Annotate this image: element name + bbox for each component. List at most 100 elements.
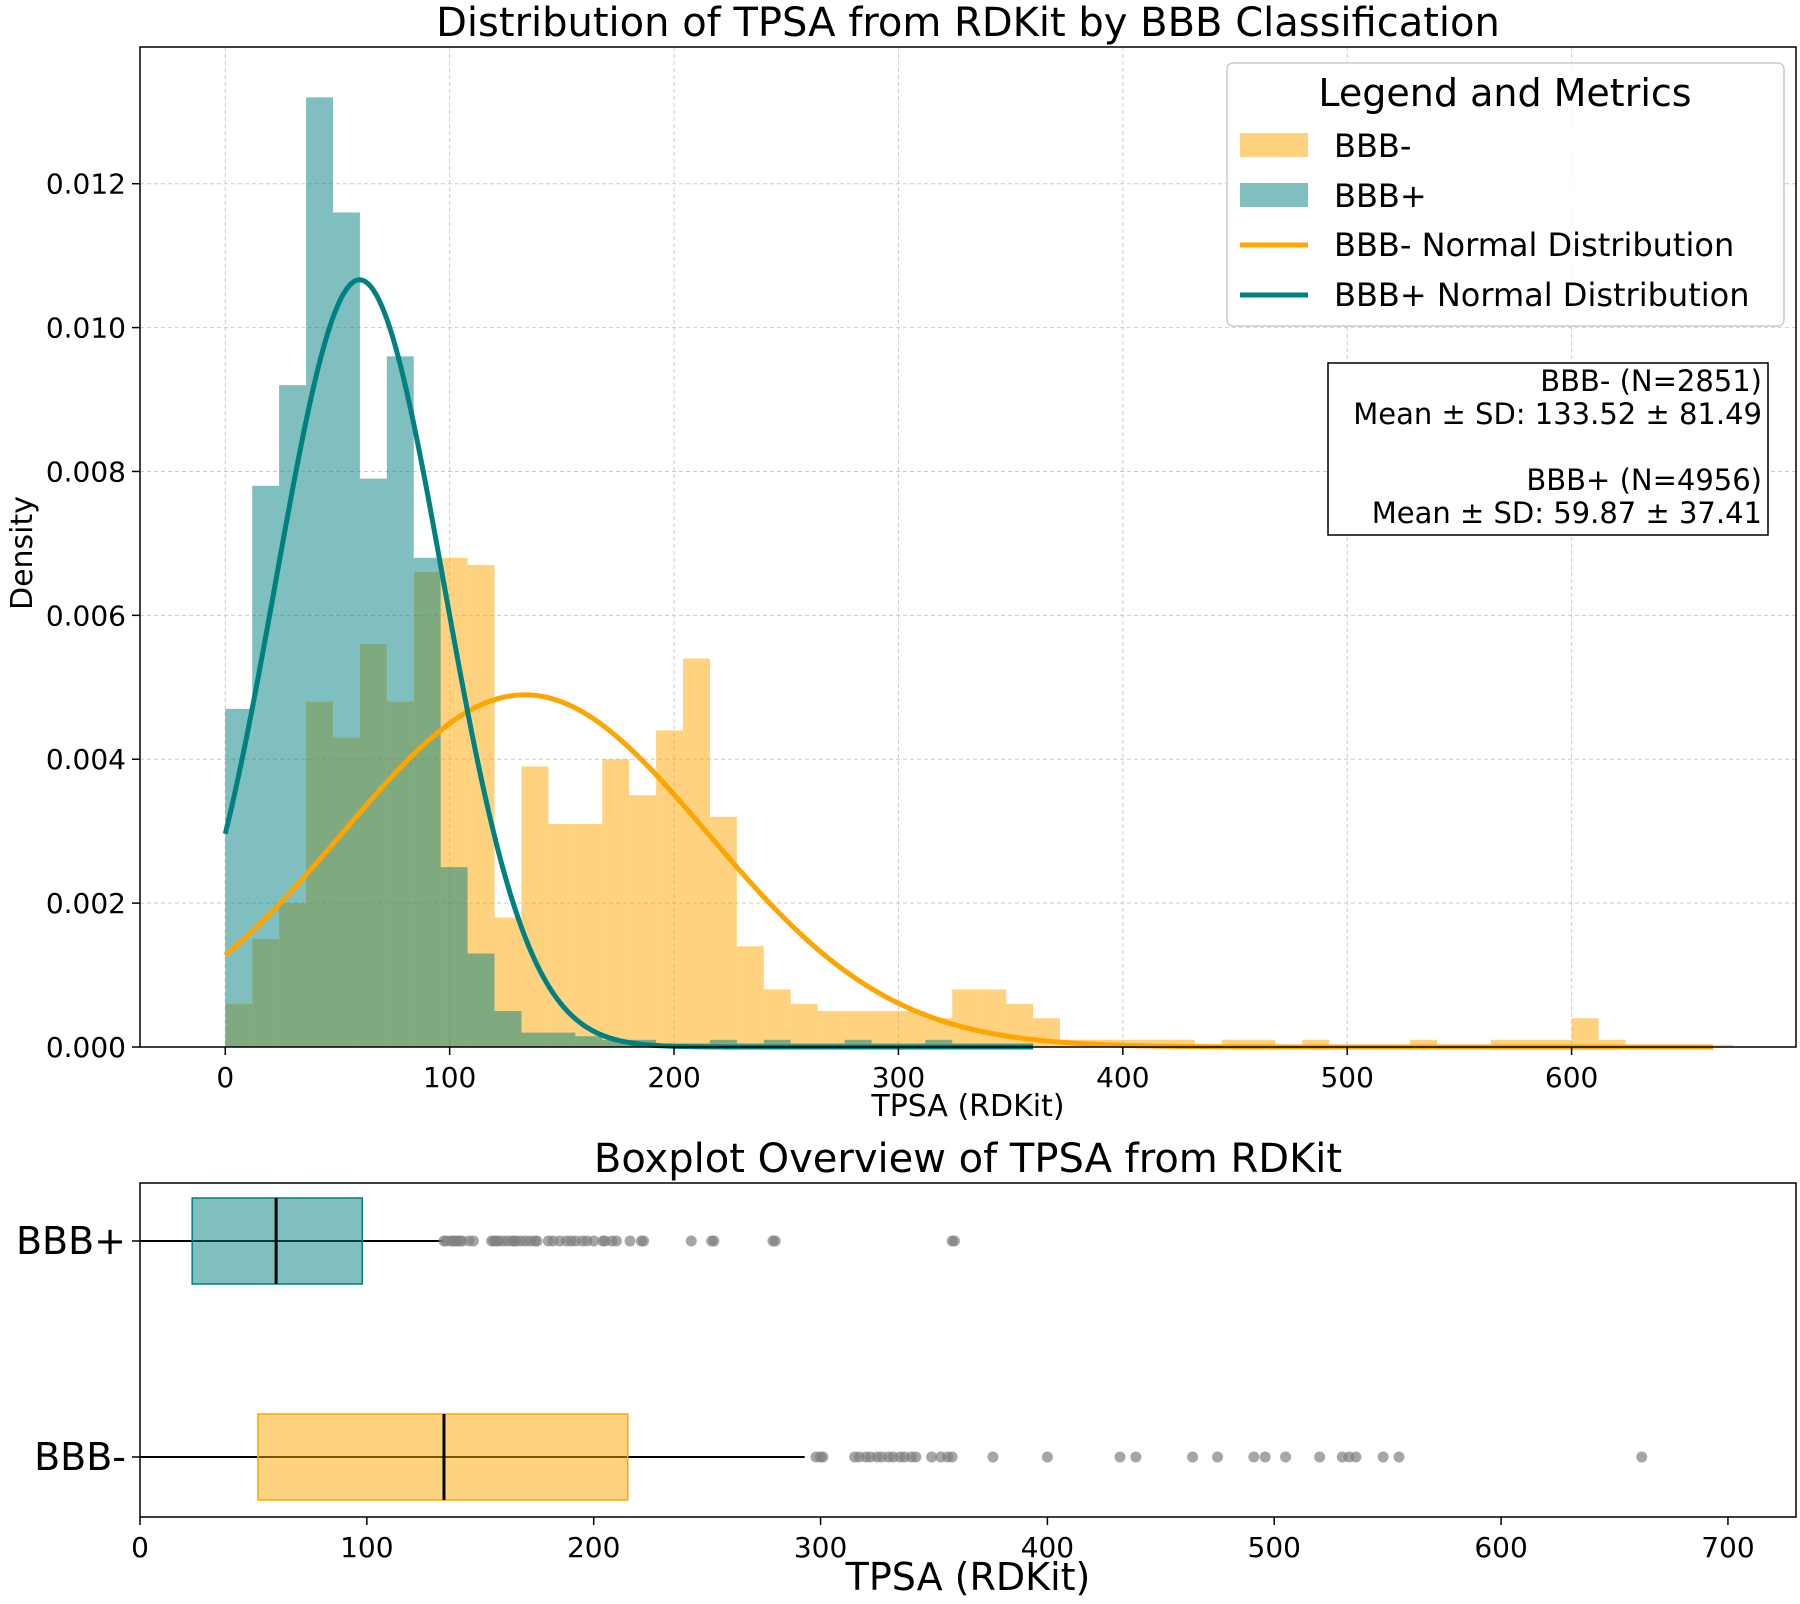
boxplot-x-tick-label-1: 100	[340, 1531, 393, 1564]
bbb-pos-outlier-37	[624, 1235, 636, 1247]
bbb-pos-bar-6	[386, 356, 414, 1047]
bbb-pos-outlier-40	[685, 1235, 697, 1247]
histogram-x-axis-label: TPSA (RDKit)	[870, 1089, 1064, 1124]
bbb-pos-bar-4	[332, 212, 360, 1047]
histogram-y-tick-label-2: 0.004	[46, 743, 126, 776]
histogram-x-tick-label-2: 200	[647, 1061, 700, 1094]
bbb-neg-bar-25	[898, 1011, 926, 1047]
bbb-neg-outlier-20	[1041, 1451, 1053, 1463]
bbb-pos-bar-7	[413, 557, 441, 1047]
boxplot-y-tick-label-0: BBB+	[16, 1219, 126, 1263]
bbb-pos-outlier-42	[708, 1235, 720, 1247]
bbb-pos-bar-23	[844, 1039, 872, 1047]
bbb-pos-bar-20	[763, 1039, 791, 1047]
boxplot-x-tick-label-2: 200	[567, 1531, 620, 1564]
bbb-pos-bar-0	[225, 708, 253, 1047]
bbb-pos-bar-10	[494, 1011, 522, 1047]
bbb-neg-outlier-19	[987, 1451, 999, 1463]
bbb-neg-bar-40	[1302, 1039, 1330, 1047]
histogram-y-tick-label-5: 0.010	[46, 312, 126, 345]
legend-swatch-bbb-neg	[1240, 133, 1308, 157]
bbb-neg-bar-51	[1598, 1039, 1626, 1047]
bbb-pos-outlier-23	[531, 1235, 543, 1247]
legend-label-bbb-neg-normal: BBB- Normal Distribution	[1334, 226, 1734, 264]
histogram-panel: Distribution of TPSA from RDKit by BBB C…	[5, 0, 1797, 1124]
histogram-x-tick-label-4: 400	[1096, 1061, 1149, 1094]
bbb-neg-bar-15	[629, 795, 657, 1047]
bbb-neg-bar-17	[683, 658, 710, 1047]
metrics-box-frame	[1327, 362, 1769, 536]
bbb-pos-bar-11	[521, 1032, 549, 1047]
bbb-neg-outlier-25	[1248, 1451, 1260, 1463]
bbb-neg-outlier-14	[910, 1451, 922, 1463]
metrics-bbb-pos-count: BBB+ (N=4956)	[1526, 463, 1762, 497]
histogram-y-ticks: 0.000 0.002 0.004 0.006 0.008 0.010 0.012	[46, 168, 140, 1064]
bbb-neg-outlier-15	[926, 1451, 938, 1463]
bbb-neg-outlier-32	[1377, 1451, 1389, 1463]
bbb-neg-bar-12	[548, 823, 576, 1047]
legend-label-bbb-pos: BBB+	[1334, 177, 1427, 215]
metrics-bbb-neg-mean-sd: Mean ± SD: 133.52 ± 81.49	[1353, 397, 1762, 431]
bbb-pos-outlier-9	[467, 1235, 479, 1247]
bbb-pos-bar-1	[252, 485, 280, 1048]
bbb-neg-outlier-24	[1212, 1451, 1224, 1463]
boxplot-x-tick-label-5: 500	[1248, 1531, 1301, 1564]
metrics-box: BBB- (N=2851) Mean ± SD: 133.52 ± 81.49 …	[1327, 362, 1769, 536]
histogram-x-tick-label-6: 600	[1545, 1061, 1598, 1094]
bbb-pos-bar-13	[575, 1036, 603, 1047]
bbb-pos-outlier-36	[610, 1235, 622, 1247]
boxplot-y-tick-label-1: BBB-	[34, 1435, 126, 1479]
bbb-neg-bar-34	[1140, 1039, 1168, 1047]
bbb-pos-bar-26	[925, 1039, 953, 1047]
histogram-plot-frame	[139, 46, 1797, 1048]
legend-title: Legend and Metrics	[1318, 71, 1691, 115]
metrics-bbb-neg-count: BBB- (N=2851)	[1540, 364, 1762, 398]
bbb-neg-outlier-22	[1130, 1451, 1142, 1463]
bbb-neg-bar-50	[1571, 1018, 1599, 1047]
histogram-y-axis-label: Density	[5, 496, 40, 610]
bbb-pos-outlier-46	[948, 1235, 960, 1247]
legend-swatch-bbb-pos	[1240, 183, 1308, 207]
bbb-neg-outlier-34	[1636, 1451, 1648, 1463]
bbb-neg-bar-55	[1706, 1044, 1734, 1047]
bbb-neg-outlier-28	[1314, 1451, 1326, 1463]
legend-label-bbb-neg: BBB-	[1334, 127, 1411, 165]
bbb-pos-bar-3	[306, 97, 333, 1047]
bbb-pos-outlier-32	[588, 1235, 600, 1247]
bbb-neg-bar-35	[1167, 1039, 1195, 1047]
bbb-neg-bar-24	[871, 1011, 899, 1047]
boxplot-x-ticks: 0 100 200 300 400 500 600 700	[131, 1517, 1755, 1564]
boxplot-plot-frame	[139, 1182, 1797, 1518]
bbb-neg-bar-48	[1517, 1039, 1545, 1047]
bbb-neg-bar-37	[1221, 1039, 1249, 1047]
boxplot-x-tick-label-4: 400	[1021, 1531, 1074, 1564]
bbb-pos-bar-18	[709, 1039, 737, 1047]
histogram-y-tick-label-1: 0.002	[46, 887, 126, 920]
boxplot-y-ticks: BBB+ BBB-	[16, 1219, 140, 1479]
boxplot-panel: Boxplot Overview of TPSA from RDKit 0 100…	[16, 1136, 1797, 1599]
bbb-pos-outlier-44	[769, 1235, 781, 1247]
bbb-neg-outlier-2	[817, 1451, 829, 1463]
bbb-neg-bar-13	[575, 823, 603, 1047]
histogram-x-ticks: 0 100 200 300 400 500 600	[216, 1047, 1598, 1094]
bbb-neg-bar-14	[602, 759, 630, 1047]
bbb-neg-outlier-18	[946, 1451, 958, 1463]
boxplot-x-tick-label-7: 700	[1701, 1531, 1754, 1564]
boxplot-x-axis-label: TPSA (RDKit)	[845, 1555, 1091, 1599]
histogram-x-tick-label-5: 500	[1320, 1061, 1373, 1094]
legend: Legend and Metrics BBB- BBB+ BBB- Normal…	[1226, 62, 1785, 327]
bbb-neg-bar-28	[979, 989, 1007, 1047]
boxplot-title: Boxplot Overview of TPSA from RDKit	[594, 1136, 1342, 1182]
boxplot-x-tick-label-3: 300	[794, 1531, 847, 1564]
bbb-neg-bar-27	[952, 989, 980, 1047]
histogram-y-tick-label-0: 0.000	[46, 1031, 126, 1064]
bbb-neg-outlier-31	[1350, 1451, 1362, 1463]
bbb-pos-histogram	[225, 97, 1034, 1048]
bbb-pos-outlier-39	[638, 1235, 650, 1247]
boxplot-x-tick-label-0: 0	[131, 1531, 149, 1564]
bbb-neg-bar-47	[1490, 1039, 1518, 1047]
bbb-neg-outlier-27	[1280, 1451, 1292, 1463]
bbb-neg-bar-21	[790, 1003, 818, 1047]
histogram-y-tick-label-3: 0.006	[46, 599, 126, 632]
bbb-pos-bar-8	[440, 867, 468, 1047]
